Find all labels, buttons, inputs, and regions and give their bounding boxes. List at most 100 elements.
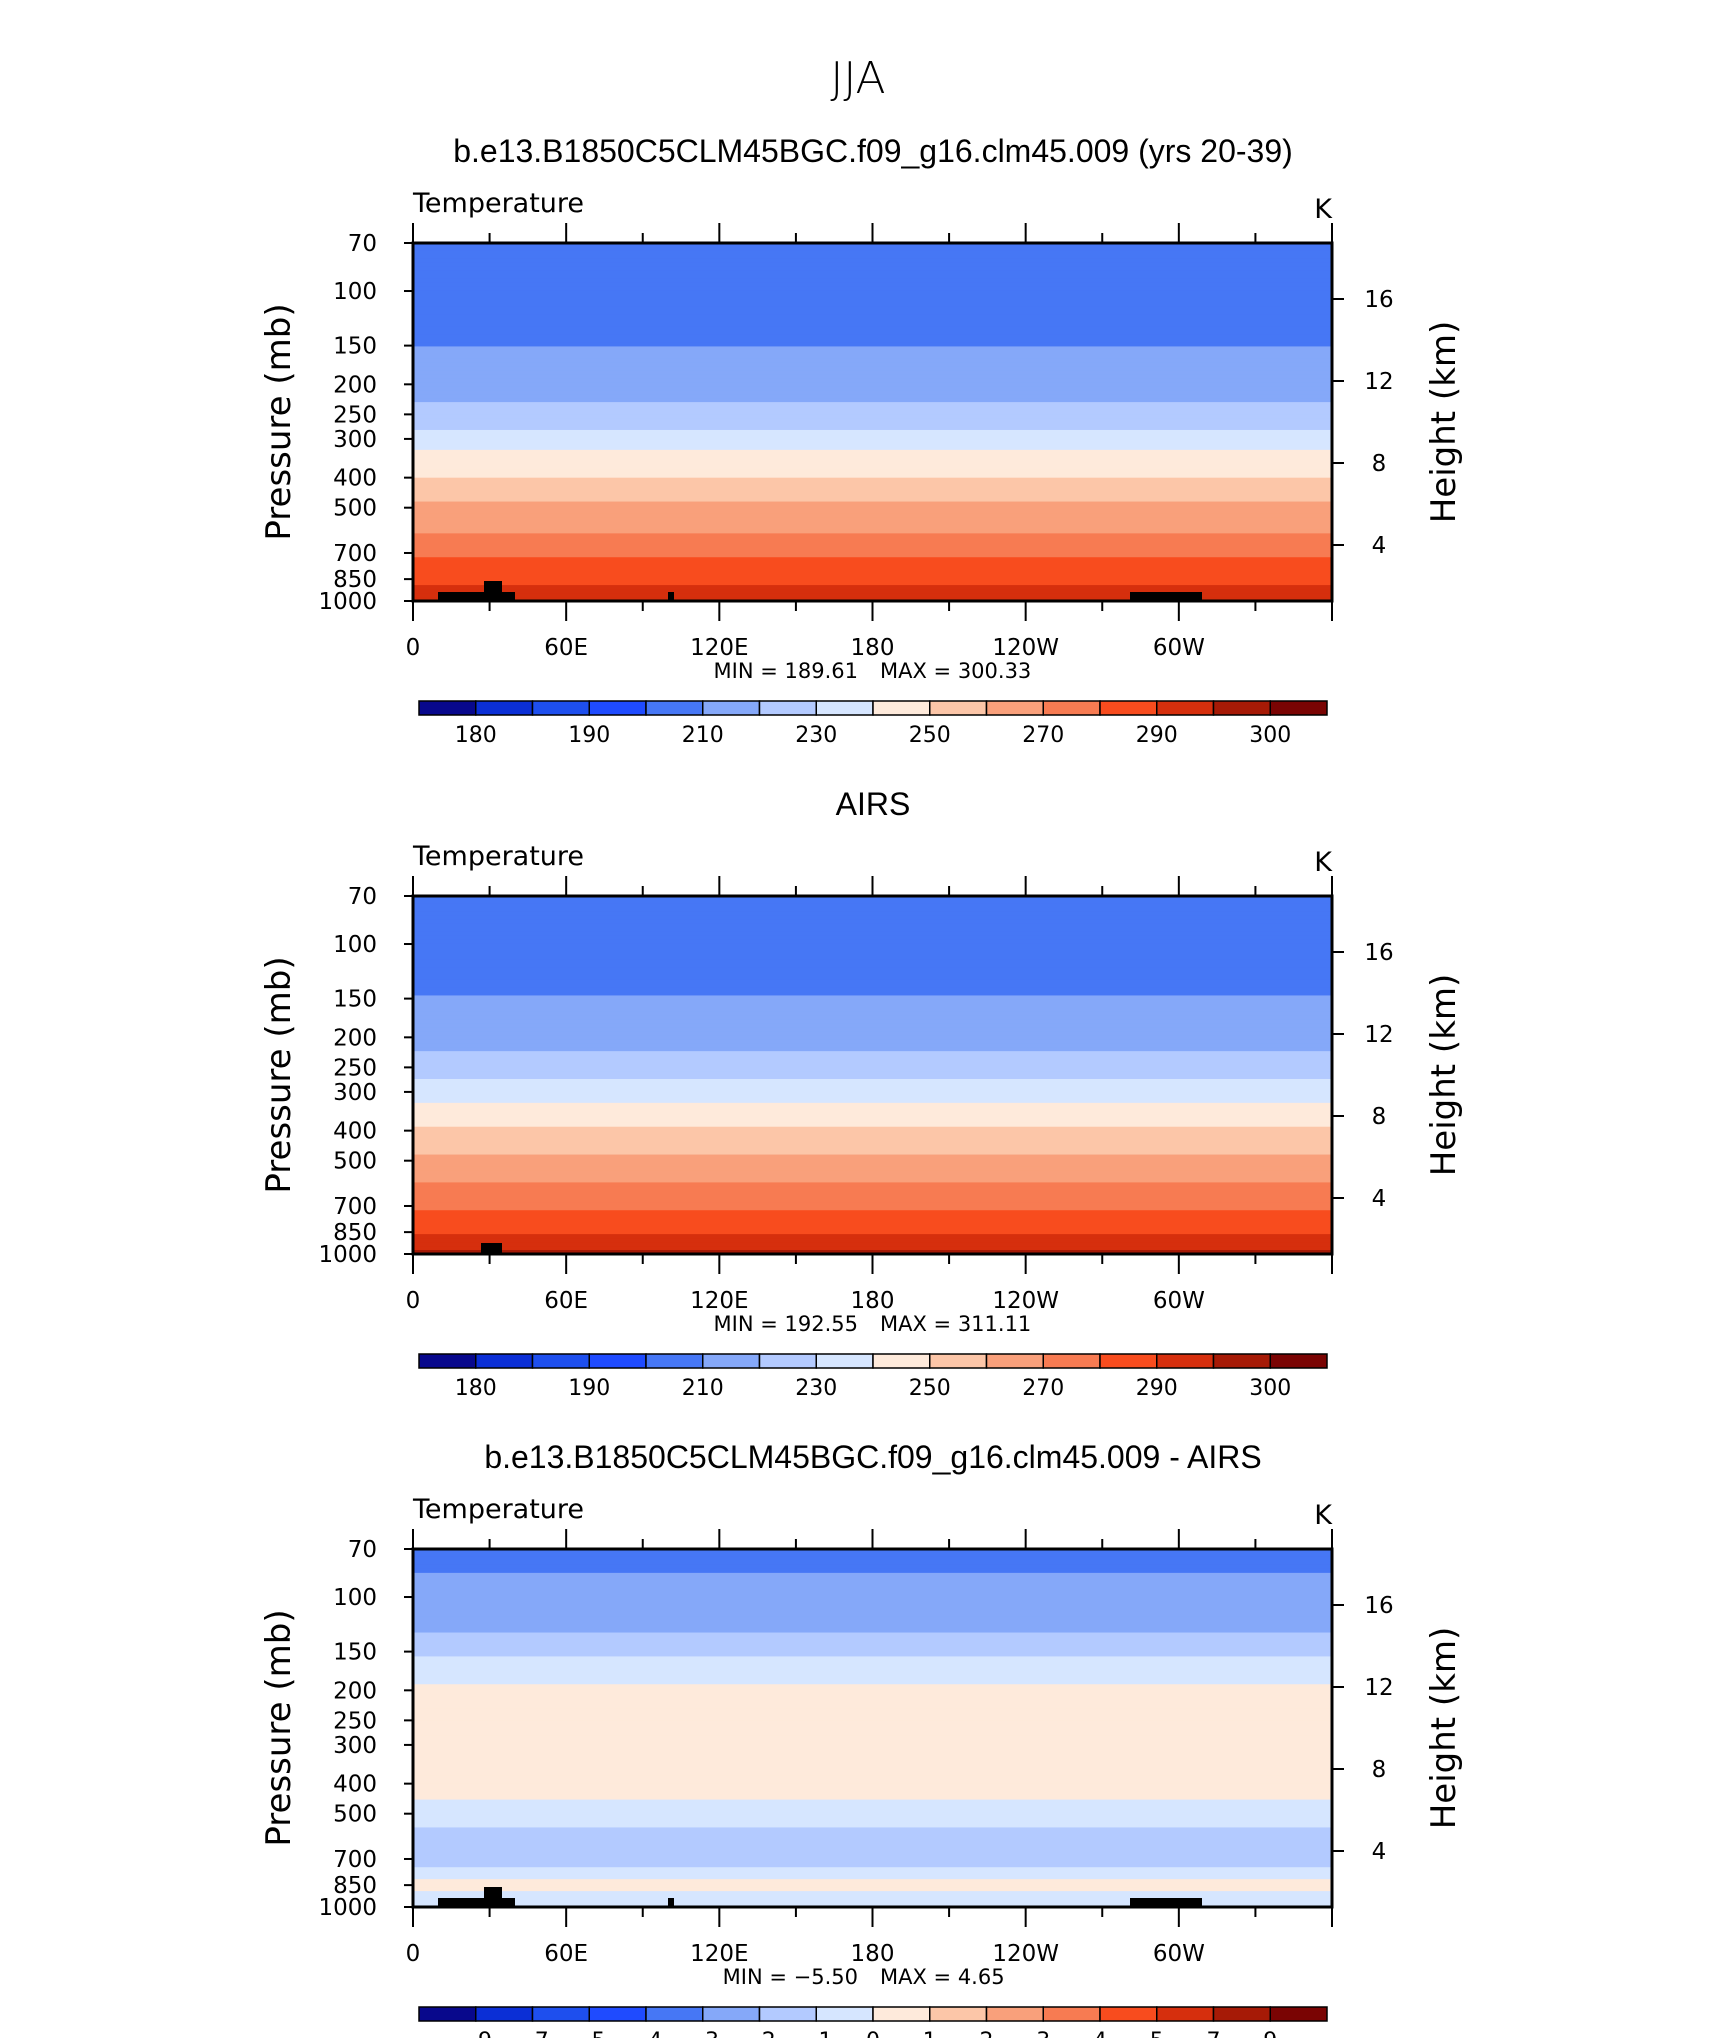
contour-band	[413, 1162, 1332, 1168]
contour-band	[413, 262, 1332, 268]
contour-band	[413, 1086, 1332, 1092]
colorbar-swatch	[588, 1353, 647, 1369]
pressure-tick-label: 150	[333, 987, 377, 1013]
contour-band	[413, 1712, 1332, 1717]
height-tick-label: 4	[1372, 533, 1387, 559]
contour-band	[413, 461, 1332, 467]
contour-band	[413, 1716, 1332, 1721]
colorbar-label: 300	[1249, 723, 1291, 748]
contour-band	[413, 433, 1332, 439]
colorbar-label: 270	[1022, 1376, 1064, 1401]
contour-band	[413, 1552, 1332, 1558]
topography-block	[438, 592, 515, 601]
x-tick-label: 60W	[1153, 1288, 1205, 1314]
contour-band	[413, 290, 1332, 296]
colorbar-label: 300	[1249, 1376, 1291, 1401]
contour-band	[413, 1226, 1332, 1231]
contour-band	[413, 565, 1332, 570]
contour-band	[413, 1560, 1332, 1566]
contour-band	[413, 549, 1332, 554]
topography-block	[1130, 1898, 1202, 1907]
contour-band	[413, 314, 1332, 320]
contour-band	[413, 246, 1332, 252]
contour-band	[413, 1055, 1332, 1060]
contour-band	[413, 947, 1332, 953]
contour-band	[413, 1023, 1332, 1028]
contour-band	[413, 541, 1332, 546]
contour-band	[413, 346, 1332, 351]
contour-band	[413, 477, 1332, 483]
x-tick-label: 120E	[690, 635, 748, 661]
contour-band	[413, 1720, 1332, 1725]
contour-band	[413, 1688, 1332, 1693]
contour-band	[413, 1747, 1332, 1753]
contour-band	[413, 493, 1332, 499]
contour-band	[413, 1883, 1332, 1888]
contour-band	[413, 1855, 1332, 1860]
contour-band	[413, 1568, 1332, 1574]
contour-band	[413, 1556, 1332, 1562]
height-tick-label: 12	[1364, 1022, 1393, 1048]
contour-band	[413, 963, 1332, 969]
contour-band	[413, 410, 1332, 415]
contour-band	[413, 915, 1332, 921]
x-tick-label: 120W	[992, 635, 1059, 661]
pressure-tick-label: 700	[333, 1194, 377, 1220]
contour-band	[413, 1735, 1332, 1741]
colorbar: 180 190 210 230 250 270 290 300	[418, 1353, 1328, 1401]
contour-band	[413, 1652, 1332, 1657]
contour-band	[413, 1138, 1332, 1144]
pressure-tick-label: 250	[333, 1055, 377, 1081]
pressure-tick-label: 150	[333, 1640, 377, 1666]
contour-band	[413, 1098, 1332, 1104]
topography-block	[484, 581, 502, 601]
contour-band	[413, 1031, 1332, 1036]
pressure-tick-label: 700	[333, 541, 377, 567]
colorbar-swatch	[985, 1353, 1044, 1369]
contour-band	[413, 1238, 1332, 1243]
contour-band	[413, 1891, 1332, 1896]
contour-band	[413, 923, 1332, 929]
contour-band	[413, 1078, 1332, 1084]
pressure-tick-label: 250	[333, 402, 377, 428]
colorbar-label: −5	[573, 2029, 605, 2038]
contour-band	[413, 1035, 1332, 1040]
contour-band	[413, 1600, 1332, 1606]
colorbar-swatch	[702, 700, 761, 716]
contour-band	[413, 1071, 1332, 1076]
contour-band	[413, 402, 1332, 407]
colorbar-label: 4	[1093, 2029, 1107, 2038]
contour-band	[413, 1616, 1332, 1622]
pressure-tick-label: 400	[333, 1772, 377, 1798]
contour-field	[413, 243, 1332, 602]
contour-band	[413, 1250, 1332, 1255]
height-tick-label: 16	[1364, 1593, 1393, 1619]
height-tick-label: 16	[1364, 287, 1393, 313]
x-tick-label: 180	[851, 1941, 895, 1967]
contour-band	[413, 505, 1332, 511]
contour-band	[413, 1636, 1332, 1642]
height-tick-label: 8	[1372, 451, 1387, 477]
contour-band	[413, 342, 1332, 348]
height-tick-label: 8	[1372, 1104, 1387, 1130]
contour-band	[413, 1019, 1332, 1024]
contour-band	[413, 330, 1332, 336]
contour-band	[413, 441, 1332, 447]
contour-band	[413, 1174, 1332, 1180]
colorbar-label: −2	[743, 2029, 775, 2038]
colorbar-swatch	[758, 2006, 817, 2022]
x-tick-label: 0	[406, 635, 421, 661]
topography-block	[438, 1898, 515, 1907]
topography-mask	[438, 581, 1202, 601]
colorbar-label: 3	[1036, 2029, 1050, 2038]
contour-band	[413, 1039, 1332, 1044]
contour-band	[413, 1672, 1332, 1677]
contour-band	[413, 1608, 1332, 1614]
contour-band	[413, 1847, 1332, 1852]
contour-band	[413, 1114, 1332, 1120]
contour-band	[413, 1863, 1332, 1868]
colorbar-swatch	[475, 700, 534, 716]
contour-band	[413, 350, 1332, 355]
